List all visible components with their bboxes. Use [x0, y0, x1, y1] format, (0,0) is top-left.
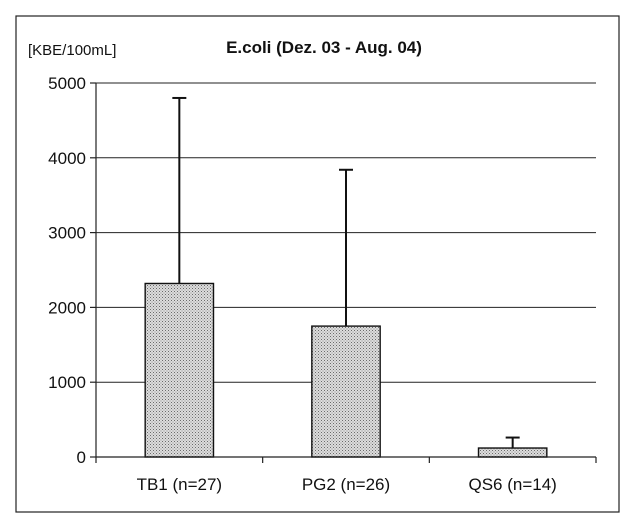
- y-tick-label: 1000: [48, 373, 86, 392]
- bar: [477, 447, 548, 458]
- y-tick-label: 0: [77, 448, 86, 467]
- x-tick-label: TB1 (n=27): [137, 475, 223, 494]
- y-tick-label: 2000: [48, 298, 86, 317]
- x-tick-label: PG2 (n=26): [302, 475, 390, 494]
- y-tick-labels: 0 1000 2000 3000 4000 5000: [48, 74, 86, 467]
- y-tick-label: 5000: [48, 74, 86, 93]
- chart-title: E.coli (Dez. 03 - Aug. 04): [226, 38, 422, 57]
- error-bars: [172, 96, 520, 449]
- x-tick-label: QS6 (n=14): [468, 475, 556, 494]
- bars: [144, 282, 548, 458]
- axes: [90, 82, 597, 463]
- bar: [144, 282, 215, 458]
- y-axis-label: [KBE/100mL]: [28, 42, 116, 59]
- x-tick-labels: TB1 (n=27) PG2 (n=26) QS6 (n=14): [137, 475, 557, 494]
- bar: [311, 325, 381, 458]
- y-tick-label: 4000: [48, 149, 86, 168]
- y-tick-label: 3000: [48, 224, 86, 243]
